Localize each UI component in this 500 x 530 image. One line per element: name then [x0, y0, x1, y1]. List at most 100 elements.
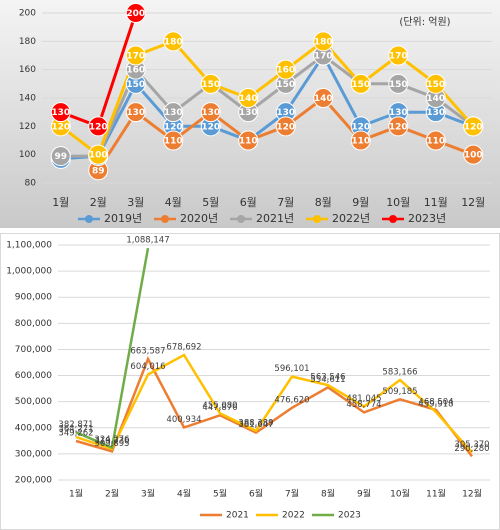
y-tick-label: 200 — [19, 9, 36, 19]
x-tick-label: 11월 — [426, 488, 446, 500]
data-label: 305,370 — [454, 440, 489, 450]
x-tick-label: 4월 — [177, 488, 191, 500]
x-tick-label: 8월 — [315, 196, 332, 209]
data-point — [88, 116, 109, 137]
x-tick-label: 8월 — [321, 488, 335, 500]
data-point — [313, 31, 334, 52]
data-label: 563,546 — [310, 373, 345, 383]
data-point — [163, 130, 184, 151]
legend-label: 2023 — [338, 511, 361, 521]
data-label: 349,262 — [58, 429, 93, 439]
x-tick-label: 12월 — [461, 196, 485, 209]
data-point — [388, 45, 409, 66]
y-tick-label: 1,100,000 — [6, 241, 52, 251]
data-point — [163, 31, 184, 52]
data-label: 110 — [351, 137, 370, 147]
data-point — [200, 102, 221, 123]
data-label: 678,692 — [166, 343, 201, 353]
y-tick-label: 120 — [19, 122, 36, 132]
x-tick-label: 4월 — [165, 196, 182, 209]
data-label: 160 — [126, 66, 145, 76]
y-tick-label: 160 — [19, 65, 36, 75]
data-label: 120 — [276, 122, 295, 132]
x-tick-label: 5월 — [202, 196, 219, 209]
x-tick-label: 9월 — [352, 196, 369, 209]
data-point — [350, 130, 371, 151]
data-label: 447,876 — [202, 403, 237, 413]
data-point — [238, 130, 259, 151]
x-tick-label: 6월 — [249, 488, 263, 500]
data-point — [50, 146, 71, 167]
data-label: 170 — [314, 52, 333, 62]
data-point — [125, 3, 146, 23]
data-label: 324,276 — [94, 435, 129, 445]
data-label: 150 — [126, 80, 145, 90]
data-label: 130 — [426, 108, 445, 118]
data-label: 400,934 — [166, 415, 201, 425]
data-point — [388, 116, 409, 137]
data-label: 180 — [314, 37, 333, 47]
data-label: 130 — [276, 108, 295, 118]
data-point — [313, 88, 334, 108]
y-tick-label: 200,000 — [15, 476, 52, 486]
legend-label: 2021년 — [256, 212, 294, 225]
data-label: 140 — [314, 94, 333, 104]
data-label: 459,918 — [418, 400, 453, 410]
data-label: 170 — [126, 52, 145, 62]
x-tick-label: 7월 — [285, 488, 299, 500]
x-tick-label: 2월 — [90, 196, 107, 209]
data-label: 130 — [164, 108, 183, 118]
data-label: 140 — [426, 94, 445, 104]
legend-marker — [313, 215, 321, 223]
data-label: 120 — [51, 122, 70, 132]
data-label: 150 — [276, 80, 295, 90]
legend-marker — [237, 215, 245, 223]
legend-marker — [161, 215, 169, 223]
data-label: 468,504 — [418, 397, 453, 407]
data-label: 130 — [51, 108, 70, 118]
y-tick-label: 800,000 — [15, 319, 52, 329]
data-label: 150 — [351, 80, 370, 90]
legend-label: 2023년 — [408, 212, 446, 225]
series-line — [75, 353, 473, 454]
data-point — [463, 144, 484, 165]
data-label: 120 — [164, 122, 183, 132]
data-point — [88, 144, 109, 165]
x-tick-label: 6월 — [240, 196, 257, 209]
data-label: 150 — [201, 80, 220, 90]
data-label: 319,230 — [94, 436, 129, 446]
data-label: 100 — [464, 151, 483, 161]
data-label: 120 — [201, 122, 220, 132]
data-point — [125, 102, 146, 123]
data-label: 455,080 — [202, 401, 237, 411]
data-label: 481,045 — [346, 394, 381, 404]
data-label: 120 — [89, 122, 108, 132]
data-label: 381,647 — [238, 420, 273, 430]
legend-marker — [389, 215, 397, 223]
data-label: 120 — [464, 122, 483, 132]
x-tick-label: 1월 — [52, 196, 69, 209]
data-label: 89 — [92, 166, 105, 176]
data-point — [238, 88, 259, 108]
series-line — [75, 355, 473, 458]
data-label: 388,389 — [238, 418, 273, 428]
data-label: 554,611 — [310, 375, 345, 385]
x-tick-label: 12월 — [462, 488, 482, 500]
data-point — [163, 102, 184, 123]
y-tick-label: 600,000 — [15, 371, 52, 381]
y-tick-label: 500,000 — [15, 397, 52, 407]
data-label: 180 — [164, 37, 183, 47]
data-point — [463, 116, 484, 137]
data-point — [350, 73, 371, 94]
data-label: 120 — [351, 122, 370, 132]
legend-label: 2019년 — [104, 212, 142, 225]
y-tick-label: 300,000 — [15, 449, 52, 459]
x-tick-label: 7월 — [277, 196, 294, 209]
data-point — [388, 73, 409, 94]
data-label: 604,016 — [130, 362, 165, 372]
x-tick-label: 11월 — [424, 196, 448, 209]
data-label: 130 — [389, 108, 408, 118]
data-label: 100 — [89, 151, 108, 161]
x-tick-label: 3월 — [127, 196, 144, 209]
